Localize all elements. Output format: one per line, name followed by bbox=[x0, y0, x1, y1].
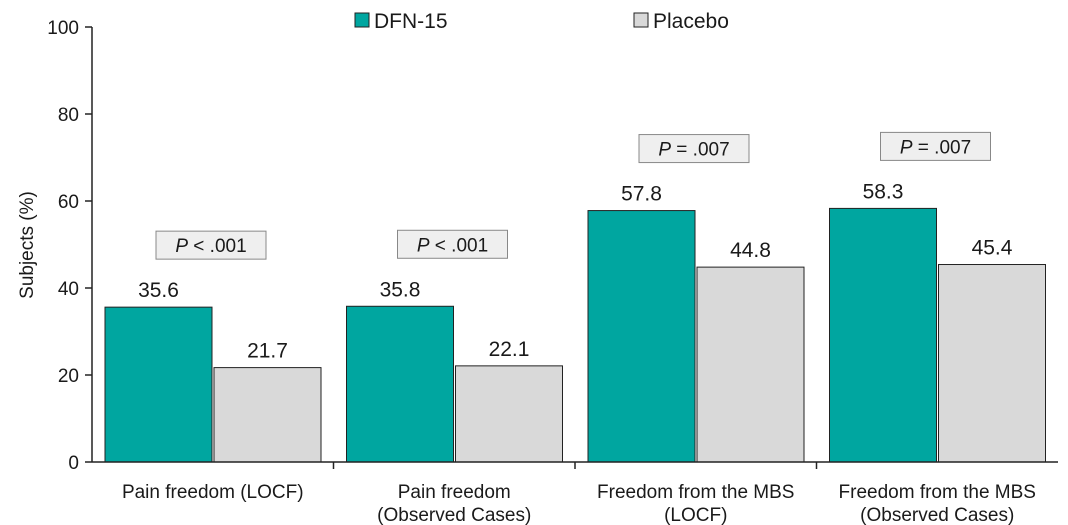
p-value-text: < .001 bbox=[430, 235, 489, 256]
p-value-box bbox=[880, 131, 991, 161]
legend-label: Placebo bbox=[653, 10, 729, 33]
x-category-label: Pain freedom (LOCF) bbox=[122, 482, 304, 503]
x-category-label: Freedom from the MBS bbox=[839, 482, 1036, 503]
p-value-text: = .007 bbox=[913, 137, 972, 158]
legend: DFN-15 Placebo bbox=[354, 10, 729, 33]
y-tick-label: 100 bbox=[47, 18, 79, 39]
legend-swatch-placebo bbox=[633, 12, 649, 28]
y-tick-label: 60 bbox=[58, 192, 79, 213]
bar-dfn-15 bbox=[104, 306, 213, 463]
data-label: 58.3 bbox=[863, 180, 904, 203]
bar-placebo bbox=[455, 365, 563, 463]
data-label: 35.6 bbox=[138, 279, 179, 302]
x-category-label: Freedom from the MBS bbox=[597, 482, 794, 503]
data-label: 44.8 bbox=[730, 239, 771, 262]
p-value-label: P = .007 bbox=[658, 140, 729, 161]
y-tick-label: 20 bbox=[58, 366, 79, 387]
bar-dfn-15 bbox=[829, 207, 937, 463]
x-axis: Pain freedom (LOCF) Pain freedom(Observed… bbox=[92, 461, 1058, 525]
p-symbol: P bbox=[900, 137, 913, 158]
y-axis: 0 20 40 60 80 100 bbox=[47, 18, 93, 474]
y-tick-label: 40 bbox=[58, 279, 79, 300]
bar-placebo bbox=[213, 367, 322, 463]
bar-placebo bbox=[938, 264, 1046, 463]
p-value-label: P < .001 bbox=[175, 236, 246, 257]
y-tick-label: 0 bbox=[68, 453, 79, 474]
x-category-label: Pain freedom bbox=[398, 482, 511, 503]
p-value-label: P = .007 bbox=[900, 137, 971, 158]
bar-dfn-15 bbox=[587, 210, 696, 463]
x-category-label: (Observed Cases) bbox=[377, 505, 531, 525]
data-label: 45.4 bbox=[972, 237, 1013, 260]
p-value-text: = .007 bbox=[671, 140, 730, 161]
bar-dfn-15 bbox=[346, 305, 454, 463]
data-label: 35.8 bbox=[380, 278, 421, 301]
legend-label: DFN-15 bbox=[374, 10, 448, 33]
y-axis-title: Subjects (%) bbox=[17, 191, 38, 299]
p-value-box bbox=[638, 134, 750, 164]
p-value-box bbox=[155, 230, 267, 260]
p-symbol: P bbox=[658, 140, 671, 161]
data-label: 22.1 bbox=[489, 338, 530, 361]
data-label: 57.8 bbox=[621, 183, 662, 206]
bars: 35.6 21.7 35.8 22.1 57.8 44.8 58.3 45.4 bbox=[104, 180, 1046, 463]
bar-placebo bbox=[696, 266, 805, 463]
x-category-label: (Observed Cases) bbox=[860, 505, 1014, 525]
p-value-label: P < .001 bbox=[417, 235, 488, 256]
data-label: 21.7 bbox=[247, 340, 288, 363]
legend-swatch-dfn-15 bbox=[354, 12, 370, 28]
x-category-label: (LOCF) bbox=[664, 505, 727, 525]
y-tick-label: 80 bbox=[58, 105, 79, 126]
p-symbol: P bbox=[417, 235, 430, 256]
p-value-box bbox=[397, 229, 508, 259]
p-symbol: P bbox=[175, 236, 188, 257]
p-value-text: < .001 bbox=[188, 236, 247, 257]
